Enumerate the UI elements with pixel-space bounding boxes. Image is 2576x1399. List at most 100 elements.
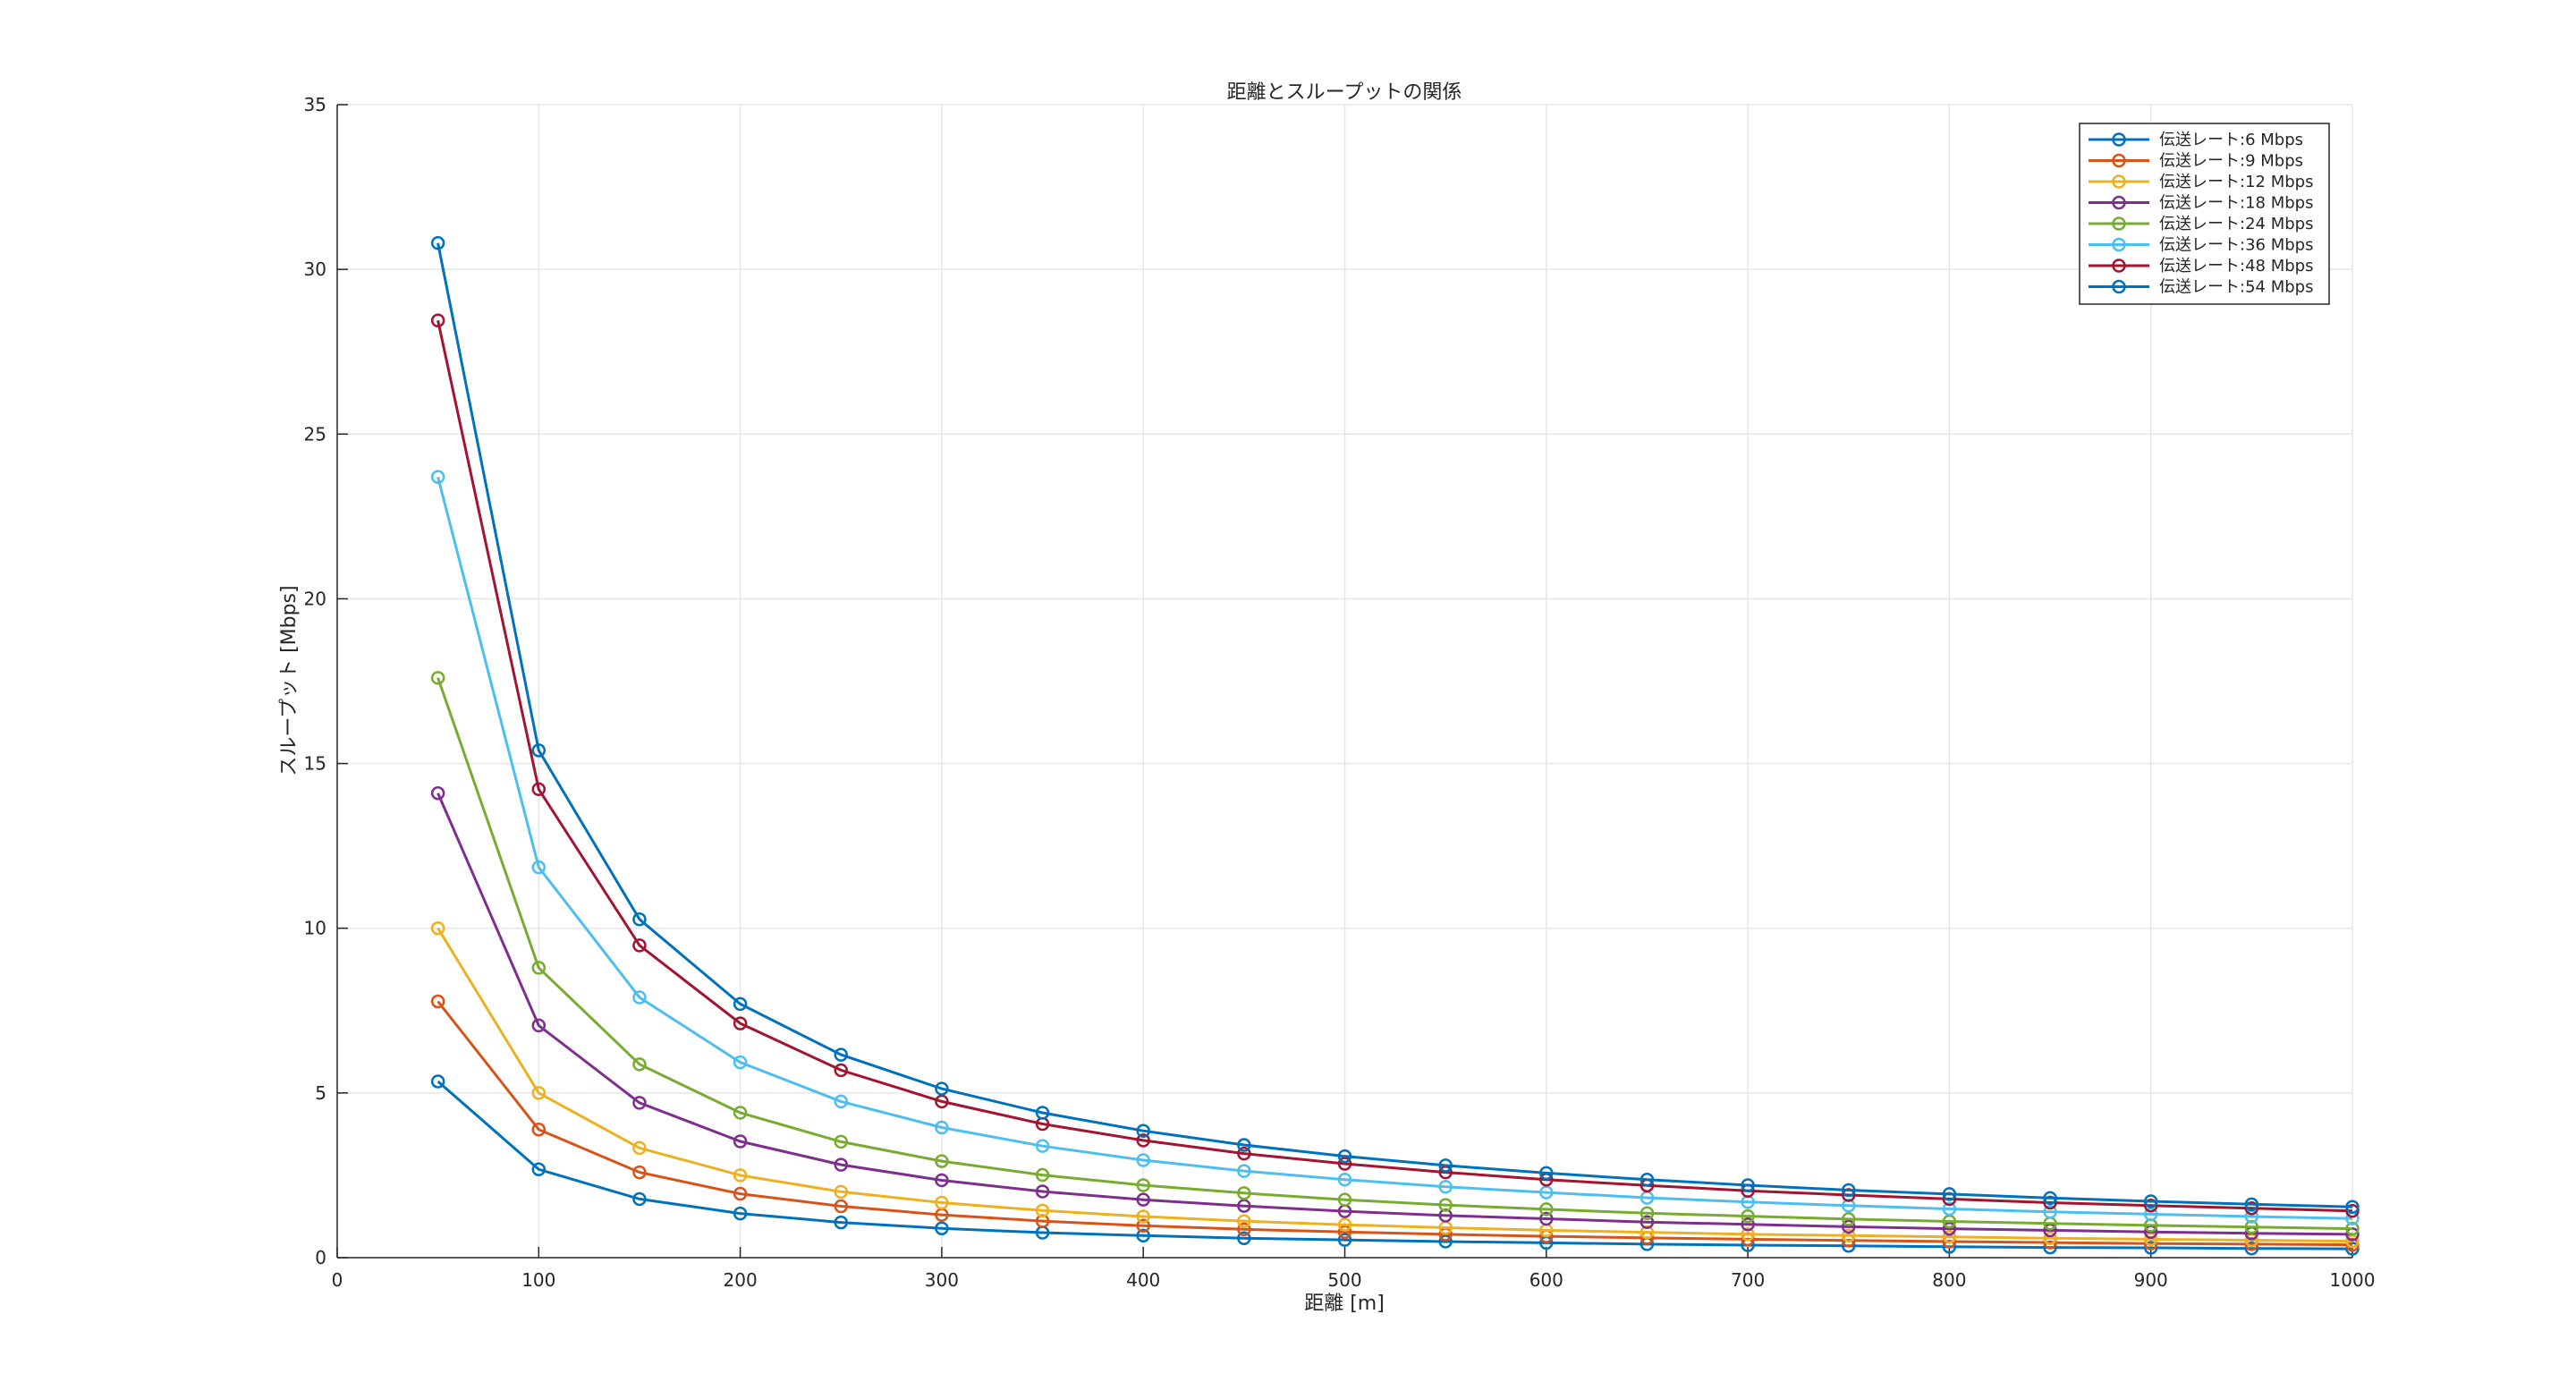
data-point [632,990,647,1005]
legend-label: 伝送レート:18 Mbps [2159,194,2313,213]
legend-swatch-marker [2112,195,2126,210]
legend-label: 伝送レート:54 Mbps [2159,278,2313,297]
chart-title: 距離とスループットの関係 [1227,81,1462,104]
x-tick-label: 300 [925,1269,959,1291]
series-line [436,476,2353,1220]
data-point [1640,1215,1655,1229]
y-tick-label: 30 [304,259,326,280]
legend-label: 伝送レート:48 Mbps [2159,257,2313,276]
data-point [430,994,445,1009]
data-point [733,996,748,1012]
data-point [1539,1211,1554,1226]
x-tick-label: 0 [332,1269,343,1291]
data-point [531,1086,547,1100]
data-point [1237,1222,1251,1237]
data-point [1942,1230,1957,1244]
data-point [834,1063,848,1078]
data-point [1237,1186,1251,1200]
data-point [1035,1167,1050,1183]
data-point [935,1120,949,1135]
data-point [733,1106,748,1120]
data-point [1237,1146,1251,1161]
data-point [1539,1185,1554,1200]
x-tick-label: 200 [724,1269,758,1291]
data-point [531,743,547,758]
data-point [1942,1187,1957,1201]
data-point [531,1122,547,1137]
data-point [1640,1172,1655,1187]
series-group [430,671,2360,1236]
data-point [1741,1208,1755,1224]
series-line [436,1080,2353,1251]
series-line [436,1000,2353,1247]
data-point [1640,1225,1655,1240]
data-point [2143,1199,2158,1213]
data-point [632,1165,647,1180]
legend-item: 伝送レート:18 Mbps [2089,194,2313,213]
x-tick-label: 700 [1731,1269,1765,1291]
y-tick-label: 0 [315,1247,326,1268]
series-line [436,319,2353,1213]
y-tick-label: 15 [304,753,326,775]
data-point [1237,1164,1251,1178]
data-point [1539,1202,1554,1217]
data-point [1741,1227,1755,1242]
data-point [1438,1198,1453,1212]
x-tick-label: 100 [521,1269,555,1291]
data-point [430,1074,445,1089]
x-tick-label: 1000 [2330,1269,2376,1291]
data-point [430,671,445,685]
data-point [834,1094,848,1109]
data-point [2345,1221,2360,1236]
data-point [1842,1219,1856,1234]
data-point [2244,1197,2259,1212]
data-point [1237,1214,1251,1228]
data-point [834,1215,848,1230]
data-point [2143,1232,2158,1247]
y-tick-label: 35 [304,94,326,115]
data-point [531,1018,547,1033]
data-point [1237,1231,1251,1246]
x-tick-label: 900 [2134,1269,2168,1291]
data-point [1438,1180,1453,1194]
data-point [1337,1157,1352,1171]
legend-label: 伝送レート:9 Mbps [2159,152,2303,171]
legend-item: 伝送レート:48 Mbps [2089,257,2313,276]
data-point [935,1094,949,1109]
x-axis-title: 距離 [m] [1304,1293,1385,1315]
legend-swatch-marker [2112,237,2126,252]
data-point [531,961,547,975]
data-point [733,1055,748,1070]
data-point [430,235,445,250]
data-point [531,782,547,797]
data-point [1035,1184,1050,1199]
data-point [935,1195,949,1210]
data-point [1035,1106,1050,1120]
legend-item: 伝送レート:6 Mbps [2089,131,2303,149]
data-point [1539,1166,1554,1181]
y-tick-label: 25 [304,423,326,445]
legend-label: 伝送レート:36 Mbps [2159,236,2313,255]
data-point [733,1206,748,1221]
data-point [531,860,547,875]
legend-label: 伝送レート:12 Mbps [2159,173,2313,191]
data-point [430,920,445,936]
data-point [1237,1138,1251,1152]
legend-label: 伝送レート:24 Mbps [2159,215,2313,233]
series-line [436,927,2353,1243]
data-point [1136,1209,1150,1224]
data-point [1337,1192,1352,1207]
data-point [733,1134,748,1149]
data-point [1035,1139,1050,1153]
data-point [2244,1241,2259,1256]
data-point [2244,1201,2259,1216]
data-point [834,1199,848,1214]
x-tick-label: 400 [1126,1269,1160,1291]
y-tick-label: 5 [315,1082,326,1104]
legend-swatch-marker [2112,132,2126,147]
ticks: 0 100 200 300 400 500 600 700 800 900 1000 0 5 10 15 20… [304,94,2376,1291]
series-line [436,793,2353,1236]
data-point [1640,1206,1655,1221]
data-point [1438,1234,1453,1249]
data-point [1942,1221,1957,1236]
